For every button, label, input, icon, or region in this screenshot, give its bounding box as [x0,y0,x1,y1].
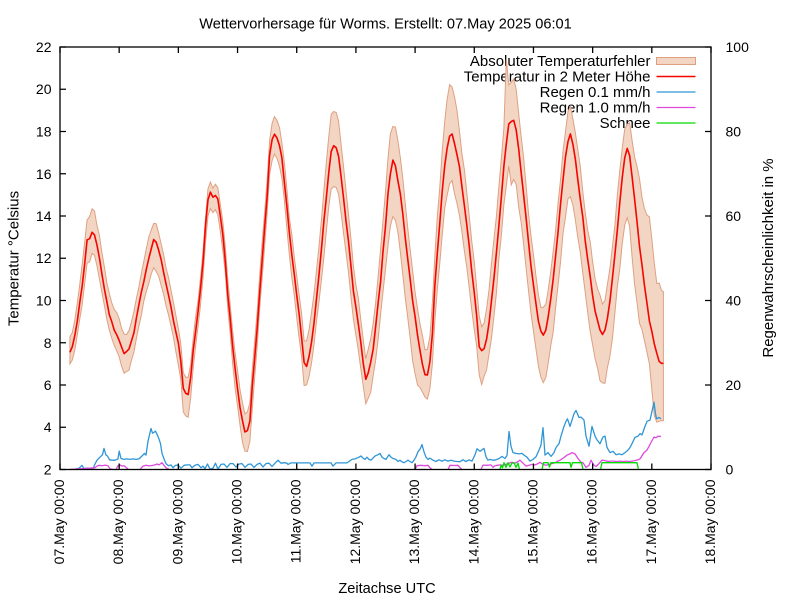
svg-text:40: 40 [726,293,742,309]
svg-text:Zeitachse UTC: Zeitachse UTC [338,581,435,597]
svg-text:12: 12 [36,250,52,266]
svg-text:17.May 00:00: 17.May 00:00 [643,479,659,564]
svg-text:16: 16 [36,166,52,182]
svg-text:60: 60 [726,208,742,224]
svg-text:09.May 00:00: 09.May 00:00 [169,479,185,564]
svg-text:18.May 00:00: 18.May 00:00 [702,479,718,564]
svg-text:6: 6 [44,377,52,393]
svg-text:Regen 1.0 mm/h: Regen 1.0 mm/h [540,100,651,117]
svg-text:Schnee: Schnee [600,115,651,132]
svg-text:20: 20 [36,81,52,97]
svg-text:22: 22 [36,39,52,55]
svg-text:13.May 00:00: 13.May 00:00 [406,479,422,564]
svg-text:Temperatur in 2 Meter Höhe: Temperatur in 2 Meter Höhe [464,69,651,86]
svg-text:10.May 00:00: 10.May 00:00 [229,479,245,564]
svg-text:15.May 00:00: 15.May 00:00 [525,479,541,564]
svg-text:Wettervorhersage für Worms. Er: Wettervorhersage für Worms. Erstellt: 07… [199,17,572,33]
svg-text:100: 100 [726,39,750,55]
svg-text:4: 4 [44,419,52,435]
svg-text:18: 18 [36,124,52,140]
svg-text:14.May 00:00: 14.May 00:00 [465,479,481,564]
svg-text:08.May 00:00: 08.May 00:00 [110,479,126,564]
svg-text:Regen 0.1 mm/h: Regen 0.1 mm/h [540,84,651,101]
svg-text:16.May 00:00: 16.May 00:00 [584,479,600,564]
svg-text:12.May 00:00: 12.May 00:00 [347,479,363,564]
svg-text:14: 14 [36,208,52,224]
svg-text:Temperatur °Celsius: Temperatur °Celsius [6,191,23,326]
svg-text:2: 2 [44,462,52,478]
svg-text:Regenwahrscheinlichkeit in %: Regenwahrscheinlichkeit in % [760,158,777,357]
svg-text:0: 0 [726,462,734,478]
svg-text:80: 80 [726,124,742,140]
svg-text:10: 10 [36,293,52,309]
svg-text:07.May 00:00: 07.May 00:00 [51,479,67,564]
svg-text:8: 8 [44,335,52,351]
svg-text:20: 20 [726,377,742,393]
svg-text:Absoluter Temperaturfehler: Absoluter Temperaturfehler [470,53,651,70]
svg-text:11.May 00:00: 11.May 00:00 [288,479,304,563]
